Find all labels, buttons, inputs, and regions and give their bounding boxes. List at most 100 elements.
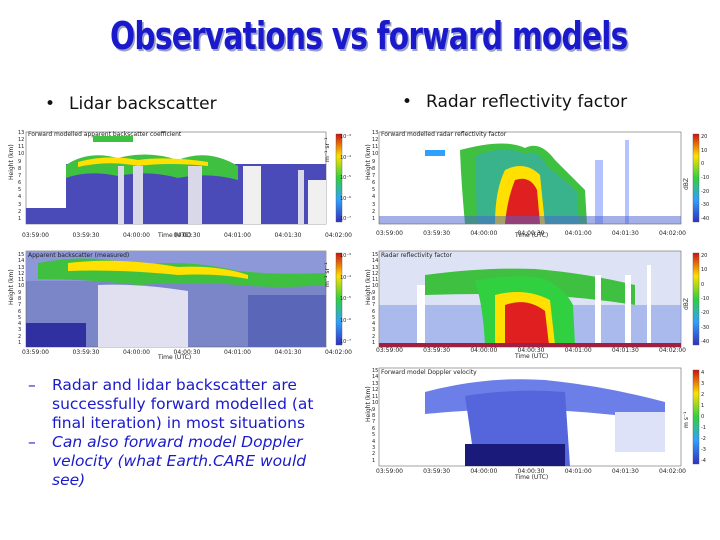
radar-observed-height-ticks: 1 2 3 4 5 6 7 8 9 10 11 12 13 14 15	[372, 252, 378, 346]
height-tick: 12	[372, 137, 379, 144]
colorbar-label: 10⁻⁵	[340, 296, 352, 302]
height-tick: 7	[18, 172, 22, 179]
height-tick: 2	[18, 208, 22, 215]
time-tick: 04:01:30	[274, 349, 302, 356]
colorbar-label: 4	[701, 370, 705, 376]
lidar-forward-time-ticks: 03:59:00 03:59:30 04:00:00 04:00:30 04:0…	[22, 232, 352, 239]
colorbar-label: -30	[701, 324, 710, 331]
lidar-observed-height-ticks: 1 2 3 4 5 6 7 8 9 10 11 12 13 14 15	[18, 252, 24, 346]
note-text: Radar and lidar backscatter are successf…	[52, 376, 314, 432]
height-tick: 10	[18, 283, 25, 290]
colorbar-label: -3	[701, 447, 706, 453]
lidar-heading-label: Lidar backscatter	[69, 94, 217, 114]
radar-forward-unit: dBZ	[683, 177, 690, 190]
colorbar-label: 3	[701, 381, 705, 387]
radar-observed-colorbar-labels: 20 10 0 -10 -20 -30 -40	[701, 253, 709, 345]
height-tick: 5	[372, 432, 376, 439]
height-tick: 1	[372, 339, 376, 346]
lidar-observed-colorbar-labels: 10⁻³ 10⁻⁴ 10⁻⁵ 10⁻⁶ 10⁻⁷	[340, 253, 351, 345]
time-tick: 04:00:00	[470, 468, 498, 475]
radar-observed-unit: dBZ	[683, 297, 690, 310]
slide-title: Observations vs forward models	[110, 14, 628, 58]
colorbar-label: -20	[701, 310, 710, 317]
height-tick: 9	[372, 158, 376, 165]
height-tick: 4	[18, 321, 22, 328]
colorbar-label: 10⁻⁷	[340, 216, 352, 222]
doppler-forward-unit: m s⁻¹	[683, 411, 690, 428]
doppler-forward-title: Forward model Doppler velocity	[381, 369, 477, 376]
height-tick: 7	[372, 302, 376, 309]
height-tick: 1	[18, 215, 22, 222]
colorbar-label: -10	[701, 174, 710, 181]
colorbar-label: 10⁻⁶	[340, 195, 352, 202]
height-tick: 12	[18, 137, 25, 144]
colorbar-label: 10⁻⁵	[340, 175, 352, 181]
height-tick: 3	[372, 327, 376, 334]
height-tick: 8	[372, 412, 376, 419]
time-tick: 04:01:30	[611, 347, 639, 354]
colorbar-label: 2	[701, 392, 705, 398]
time-tick: 04:00:00	[470, 347, 498, 354]
height-tick: 11	[18, 277, 25, 284]
lidar-observed-panel: Apparent backscatter (measured) Height (…	[8, 245, 353, 365]
radar-observed-title: Radar reflectivity factor	[381, 252, 452, 259]
time-tick: 03:59:30	[423, 230, 451, 237]
height-tick: 12	[18, 270, 25, 277]
time-tick: 04:02:00	[325, 232, 352, 239]
height-tick: 13	[372, 130, 379, 136]
radar-forward-title: Forward modelled radar reflectivity fact…	[381, 131, 507, 138]
height-tick: 10	[18, 151, 25, 158]
time-tick: 03:59:00	[376, 347, 403, 354]
lidar-forward-panel: Forward modelled apparent backscatter co…	[8, 120, 353, 242]
height-tick: 12	[372, 270, 379, 277]
doppler-forward-xlabel: Time (UTC)	[515, 474, 549, 481]
height-tick: 11	[18, 144, 25, 151]
radar-forward-panel: Forward modelled radar reflectivity fact…	[365, 120, 715, 242]
colorbar-label: 10⁻³	[340, 134, 352, 140]
doppler-forward-ylabel: Height (km)	[365, 386, 372, 422]
radar-forward-ylabel: Height (km)	[365, 144, 372, 180]
lidar-observed-plot	[25, 250, 343, 348]
height-tick: 10	[372, 283, 379, 290]
colorbar-label: -1	[701, 425, 706, 431]
height-tick: 15	[372, 368, 379, 374]
radar-forward-plot	[378, 131, 700, 225]
colorbar-label: 10	[701, 147, 708, 154]
height-tick: 2	[372, 208, 376, 215]
radar-forward-height-ticks: 1 2 3 4 5 6 7 8 9 10 11 12 13	[372, 130, 378, 222]
lidar-observed-unit: m⁻¹ sr⁻¹	[324, 262, 331, 288]
lidar-forward-plot	[25, 131, 343, 225]
lidar-observed-title: Apparent backscatter (measured)	[28, 252, 130, 259]
colorbar-label: 0	[701, 281, 705, 288]
colorbar-label: 10⁻⁷	[340, 339, 352, 345]
time-tick: 03:59:00	[22, 232, 49, 239]
height-tick: 5	[18, 187, 22, 194]
colorbar-label: 0	[701, 161, 705, 168]
time-tick: 04:02:00	[659, 468, 686, 475]
height-tick: 11	[372, 277, 379, 284]
doppler-forward-panel: Forward model Doppler velocity Height (k…	[365, 362, 715, 484]
height-tick: 8	[18, 165, 22, 172]
height-tick: 13	[372, 264, 379, 271]
lidar-forward-colorbar-labels: 10⁻³ 10⁻⁴ 10⁻⁵ 10⁻⁶ 10⁻⁷	[340, 134, 351, 222]
height-tick: 6	[372, 425, 376, 432]
height-tick: 4	[372, 194, 376, 201]
height-tick: 5	[372, 187, 376, 194]
time-tick: 03:59:30	[72, 232, 100, 239]
height-tick: 6	[18, 180, 22, 187]
time-tick: 03:59:30	[72, 349, 100, 356]
bullet-icon: •	[402, 92, 413, 112]
doppler-forward-height-ticks: 1 2 3 4 5 6 7 8 9 10 11 12 13 14 15	[372, 368, 378, 464]
lidar-forward-unit: m⁻¹ sr⁻¹	[324, 137, 331, 163]
colorbar-label: 10⁻⁶	[340, 317, 352, 324]
height-tick: 11	[372, 144, 379, 151]
doppler-forward-plot	[378, 367, 700, 467]
time-tick: 04:01:30	[611, 230, 639, 237]
colorbar-label: -20	[701, 188, 710, 195]
height-tick: 9	[372, 289, 376, 296]
height-tick: 7	[372, 419, 376, 426]
lidar-observed-xlabel: Time (UTC)	[158, 354, 192, 361]
height-tick: 9	[18, 158, 22, 165]
radar-forward-colorbar-labels: 20 10 0 -10 -20 -30 -40	[701, 134, 709, 222]
time-tick: 04:01:00	[224, 232, 251, 239]
